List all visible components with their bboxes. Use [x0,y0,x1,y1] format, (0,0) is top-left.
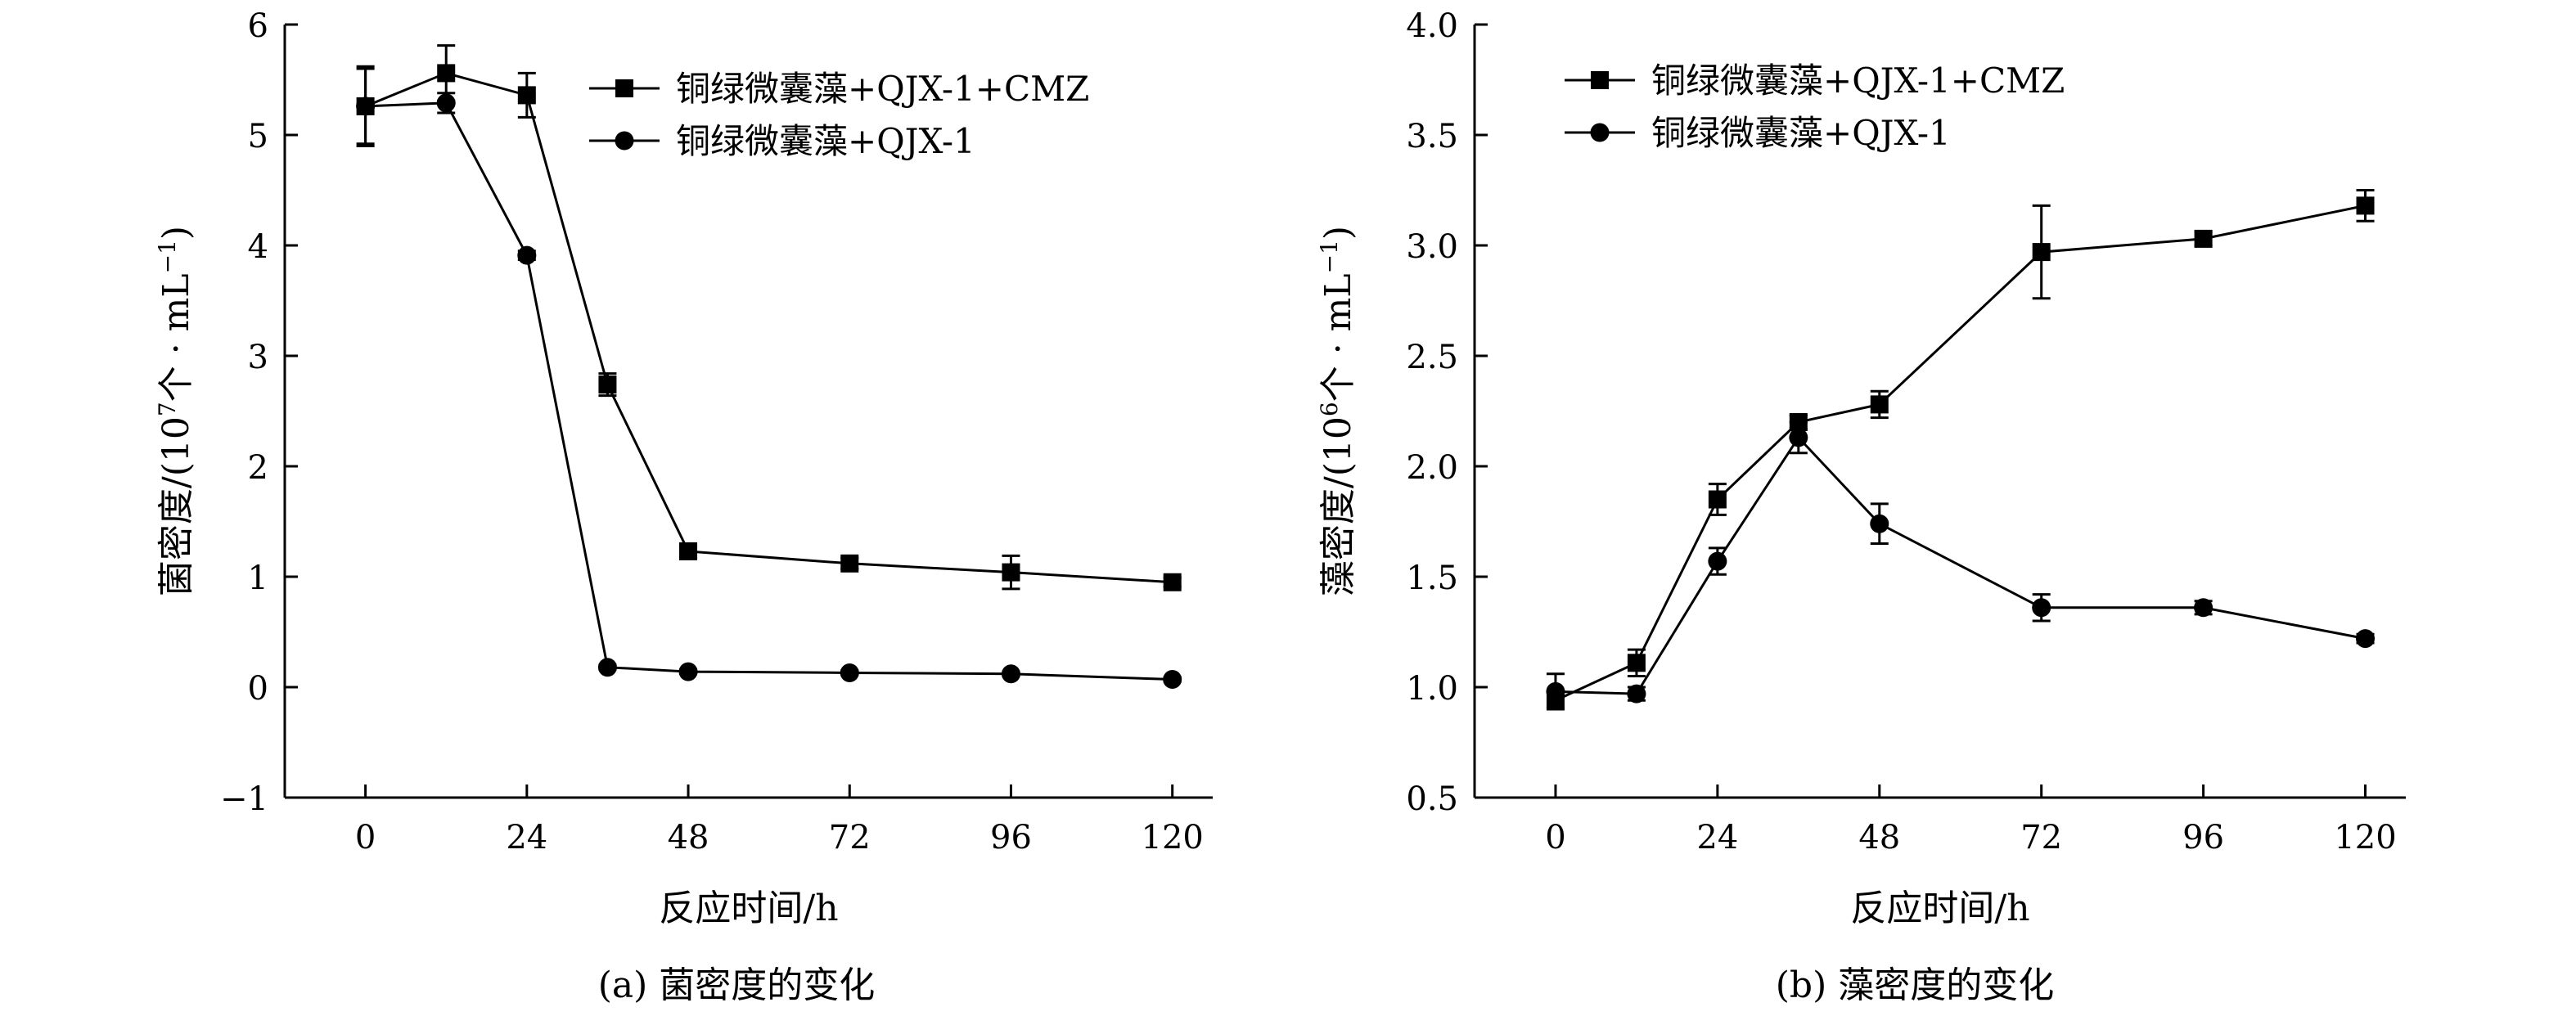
data-point [1627,684,1646,704]
y-tick-label: 5 [248,118,268,155]
series-qjx [356,67,1182,690]
legend-label: 铜绿微囊藻+QJX-1 [1651,113,1951,153]
legend-entry: 铜绿微囊藻+QJX-1+CMZ [1565,61,2065,101]
x-tick-label: 120 [2334,819,2396,856]
series-line [1555,204,2366,702]
caption-b: (b) 藻密度的变化 [1775,964,2055,1006]
y-tick-label: 3 [248,339,268,376]
series-line [365,71,1173,584]
y-tick-label: 1.0 [1406,670,1458,708]
data-point [517,86,536,105]
data-point [517,245,537,265]
data-point [436,93,456,113]
data-point [2194,598,2213,618]
caption-a: (a) 菌密度的变化 [597,964,876,1006]
x-axis-label: 反应时间/h [1850,888,2029,929]
legend-entry: 铜绿微囊藻+QJX-1+CMZ [589,69,1089,109]
data-point [1708,490,1727,509]
legend-entry: 铜绿微囊藻+QJX-1 [1565,113,1951,153]
legend-marker [1591,71,1609,89]
data-point [679,542,698,560]
x-tick-label: 24 [506,819,547,856]
x-tick-label: 24 [1696,819,1738,856]
y-tick-label: 6 [248,7,268,45]
legend-entry: 铜绿微囊藻+QJX-1 [589,121,975,161]
data-point [1002,563,1020,582]
legend-label: 铜绿微囊藻+QJX-1+CMZ [676,69,1089,109]
y-tick-label: 2.5 [1406,339,1458,376]
x-axis-label: 反应时间/h [659,888,838,929]
legend-marker [1590,123,1610,142]
x-tick-label: 72 [829,819,871,856]
legend-label: 铜绿微囊藻+QJX-1 [676,121,975,161]
y-axis-label: 藻密度/(106个 · mL−1) [1316,226,1359,596]
x-tick-label: 72 [2020,819,2062,856]
x-tick-label: 48 [1858,819,1900,856]
y-tick-label: 4 [248,228,268,266]
y-tick-label: 4.0 [1406,7,1458,45]
data-point [1870,514,1889,533]
data-point [437,64,456,83]
data-point [597,658,617,677]
data-point [2356,196,2375,215]
data-point [2356,629,2376,649]
y-tick-label: −1 [220,780,268,818]
panel-b: 0.5 1.0 1.5 2.0 2.5 3.0 3.5 4.0 0 24 48 72 96 120 反应时间… [1316,7,2406,929]
y-axis-label: 菌密度/(107个 · mL−1) [154,226,197,596]
data-point [1001,664,1020,684]
x-tick-label: 0 [1545,819,1565,856]
data-point [2194,229,2213,248]
y-tick-label: 2 [248,449,268,487]
y-tick-label: 0 [248,670,268,708]
data-point [598,375,617,394]
series-line [365,101,1173,681]
panel-a: −1 0 1 2 3 4 5 6 0 24 48 72 96 120 反应时间/h 菌密度/(107个 · m… [154,7,1213,929]
x-tick-label: 48 [668,819,709,856]
y-tick-label: 2.0 [1406,449,1458,487]
x-tick-label: 96 [2182,819,2224,856]
data-point [1546,681,1565,701]
data-point [840,663,859,682]
data-point [1870,395,1889,414]
data-point [2032,598,2051,618]
legend-label: 铜绿微囊藻+QJX-1+CMZ [1651,61,2065,101]
y-tick-label: 1.5 [1406,560,1458,597]
x-tick-label: 0 [355,819,376,856]
y-tick-label: 3.5 [1406,118,1458,155]
legend-marker [615,79,633,97]
series-qjx [1546,420,2376,711]
data-point [1789,428,1808,447]
data-point [1708,551,1727,571]
x-tick-label: 120 [1142,819,1204,856]
data-point [840,554,859,573]
y-tick-label: 3.0 [1406,228,1458,266]
data-point [2032,243,2051,262]
y-tick-label: 1 [248,560,268,597]
legend-marker [615,131,634,151]
series-cmz [1546,189,2375,710]
data-point [1163,670,1182,690]
series-line [1555,435,2366,695]
data-point [356,97,376,116]
data-point [1163,573,1182,591]
x-tick-label: 96 [990,819,1032,856]
y-tick-label: 0.5 [1406,780,1458,818]
data-point [1627,654,1646,672]
data-point [678,662,698,681]
